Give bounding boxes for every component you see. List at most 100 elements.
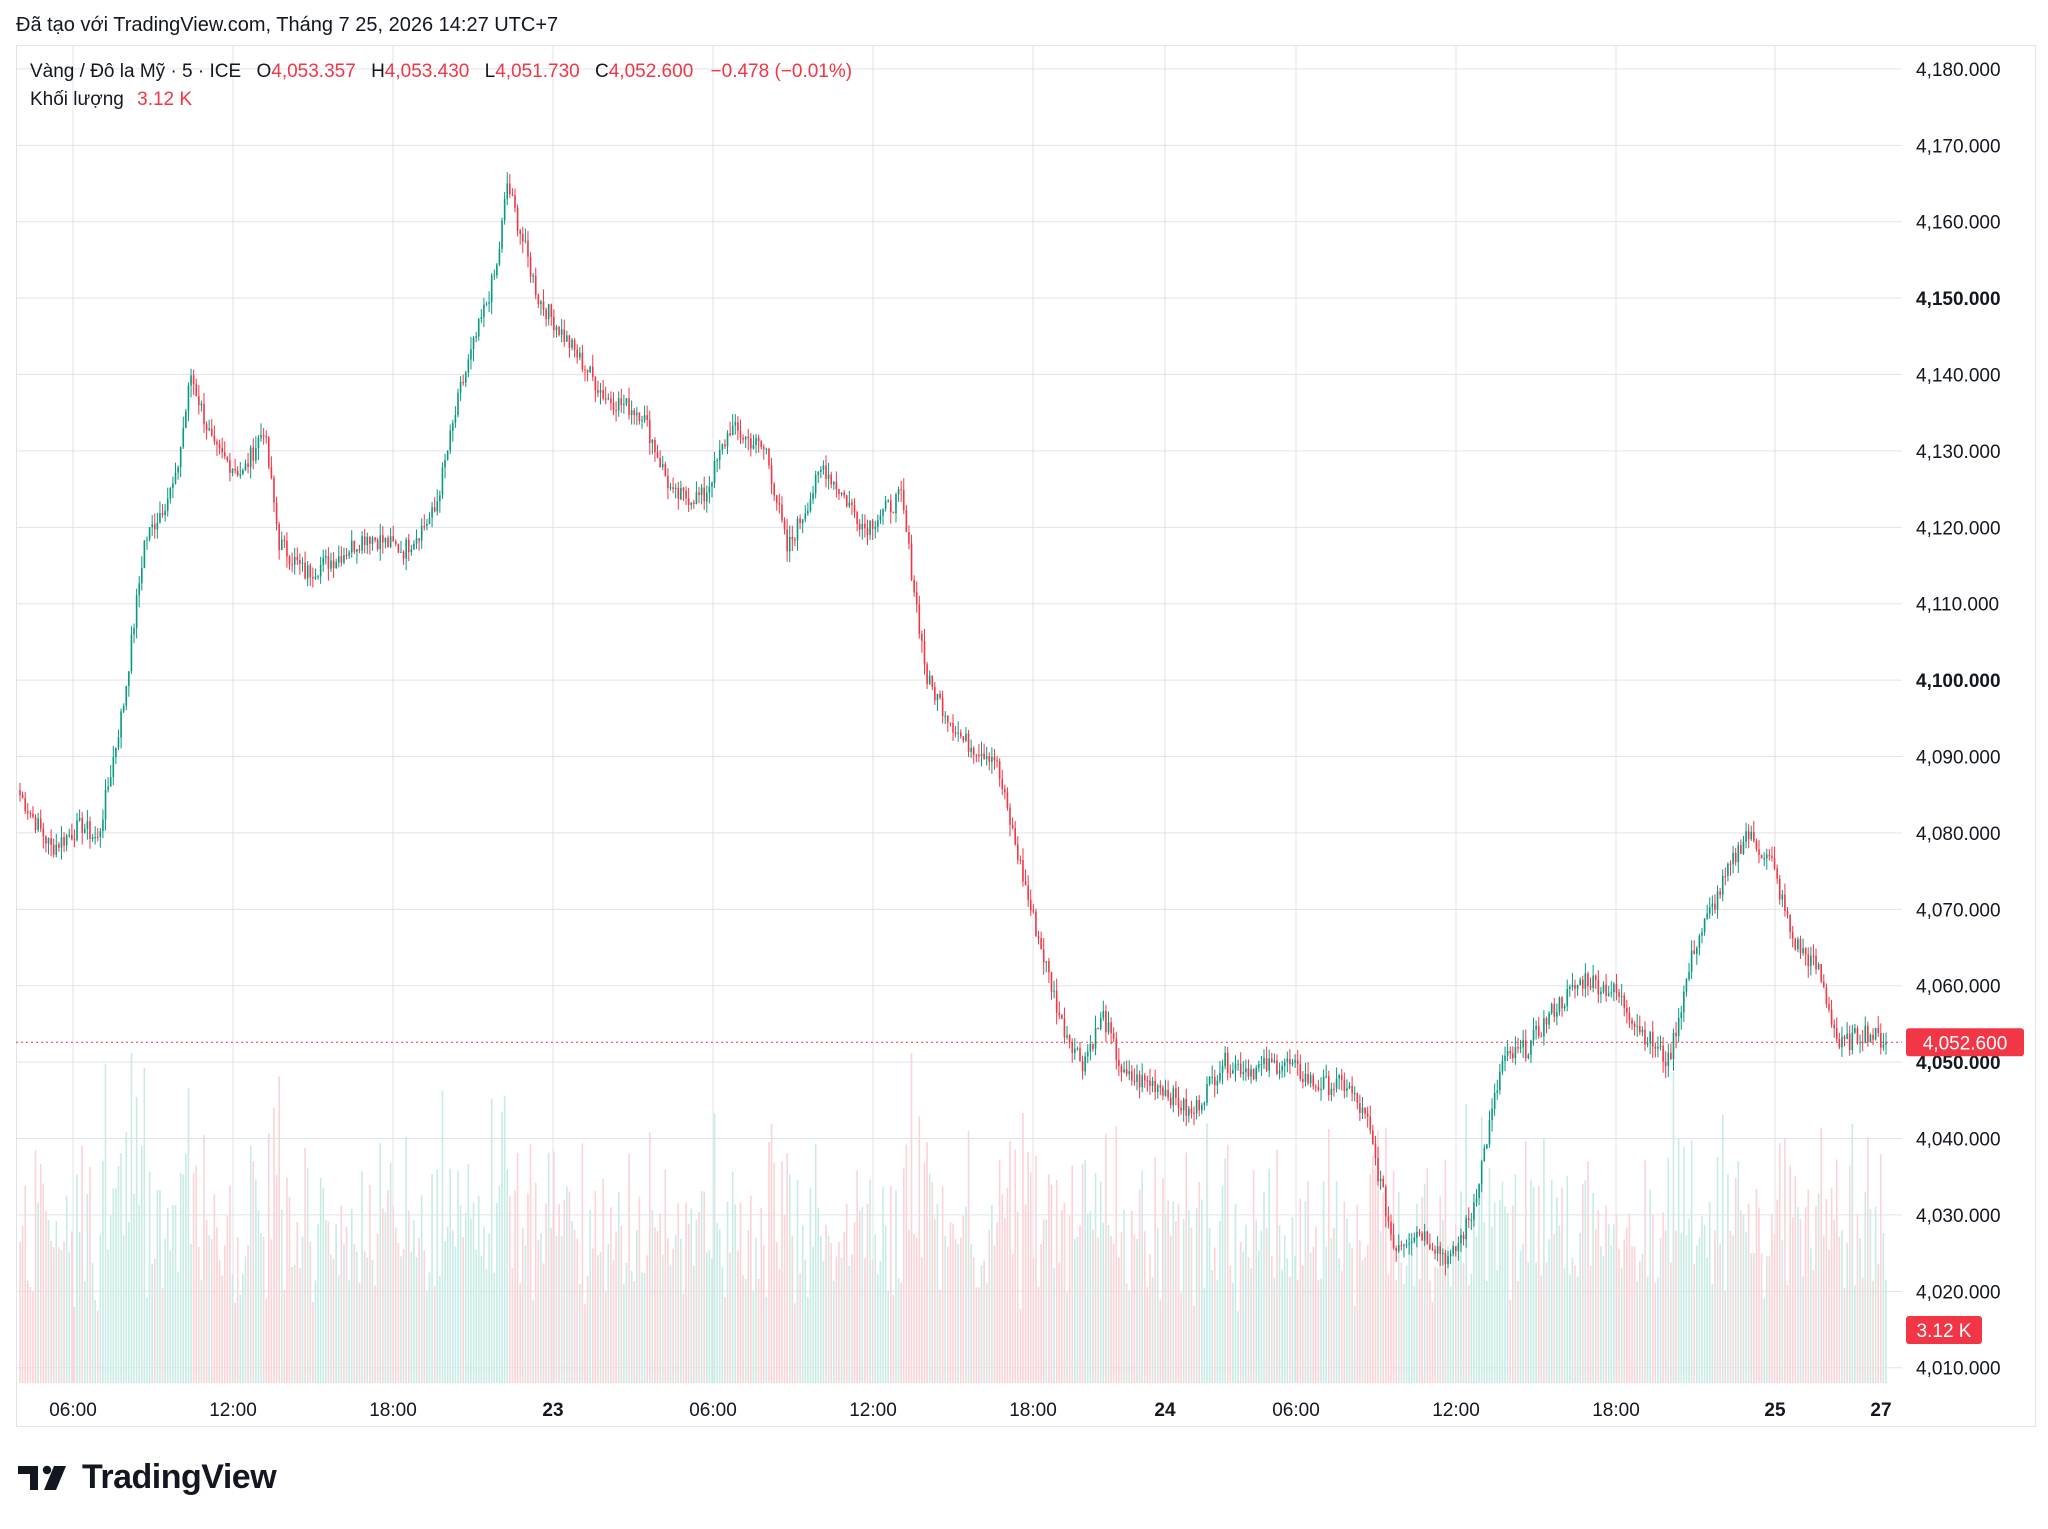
candle-body [208, 428, 210, 431]
volume-bar [1346, 1218, 1348, 1383]
candle-body [42, 828, 45, 837]
candle-body [514, 195, 516, 208]
candle-body [1366, 1113, 1369, 1117]
volume-bar [607, 1243, 610, 1383]
candle-body [985, 756, 988, 760]
volume-bar [1742, 1214, 1745, 1383]
volume-bar [47, 1219, 50, 1383]
candle-body [1522, 1040, 1524, 1048]
candle-body [1188, 1108, 1190, 1116]
candle-body [1491, 1108, 1493, 1121]
volume-bar [724, 1296, 726, 1383]
volume-bar [1872, 1280, 1874, 1383]
candle-body [1659, 1045, 1662, 1047]
volume-bar [1504, 1206, 1506, 1383]
symbol-label[interactable]: Vàng / Đô la Mỹ · 5 · ICE [30, 61, 242, 82]
candle-body [1698, 935, 1701, 949]
candle-body [348, 552, 350, 556]
volume-bar [1841, 1230, 1843, 1383]
volume-bar [1745, 1232, 1747, 1383]
candle-body [521, 233, 524, 242]
candle-body [1016, 844, 1019, 860]
volume-bar [382, 1208, 384, 1383]
candle-body [1434, 1249, 1436, 1254]
volume-bar [547, 1152, 550, 1383]
candle-body [94, 837, 96, 839]
candle-body [161, 513, 164, 516]
candle-body [524, 240, 527, 242]
volume-bar [1125, 1283, 1128, 1383]
volume-bar [853, 1222, 856, 1383]
candle-body [1776, 868, 1778, 879]
candle-body [1172, 1088, 1175, 1106]
volume-bar [1659, 1238, 1662, 1383]
candle-body [661, 464, 664, 468]
candle-body [1799, 939, 1802, 954]
candle-body [449, 430, 452, 451]
candle-body [384, 537, 387, 543]
tradingview-logo[interactable]: TradingView [18, 1458, 277, 1497]
volume-bar [970, 1243, 972, 1383]
candle-body [1550, 1004, 1553, 1014]
volume-bar [415, 1256, 418, 1383]
candle-body [695, 492, 698, 505]
candle-body [198, 396, 200, 406]
volume-bar [480, 1256, 483, 1383]
volume-bar [1317, 1280, 1320, 1383]
candle-body [796, 518, 799, 541]
candle-body [1247, 1068, 1250, 1077]
candle-body [768, 448, 770, 466]
candle-body [1807, 954, 1810, 967]
volume-bar [182, 1174, 185, 1383]
volume-bar [1522, 1244, 1524, 1383]
volume-label[interactable]: Khối lượng [30, 89, 124, 110]
candle-body [1343, 1079, 1346, 1091]
volume-bar [1447, 1246, 1449, 1383]
volume-bar [472, 1202, 475, 1383]
high-label: H [371, 61, 385, 82]
candle-body [45, 836, 47, 844]
candle-body [65, 835, 68, 846]
candle-body [1802, 948, 1804, 954]
volume-bar [45, 1211, 47, 1383]
volume-bar [337, 1275, 340, 1383]
volume-bar [1550, 1179, 1553, 1383]
candle-body [1563, 1006, 1566, 1009]
volume-bar [1364, 1257, 1366, 1383]
price-axis-label: 4,010.000 [1916, 1359, 2001, 1380]
candle-body [273, 477, 275, 503]
candle-body [1750, 831, 1753, 840]
candle-body [638, 412, 641, 421]
chart-frame[interactable] [16, 45, 2036, 1427]
candle-body [1820, 964, 1823, 982]
candle-body [58, 844, 60, 848]
candle-body [1086, 1051, 1089, 1057]
candle-body [804, 513, 807, 520]
volume-bar [431, 1174, 433, 1383]
volume-bar [1029, 1172, 1032, 1383]
candle-body [1504, 1055, 1506, 1061]
candle-body [1061, 1015, 1063, 1019]
volume-bar [620, 1225, 623, 1383]
candle-body [24, 797, 26, 812]
candle-body [477, 318, 480, 337]
volume-bar [573, 1229, 576, 1383]
time-axis-label: 27 [1870, 1400, 1891, 1421]
candle-body [1164, 1089, 1167, 1096]
candle-body [182, 428, 185, 448]
volume-bar [1009, 1140, 1011, 1383]
candle-body [1203, 1102, 1206, 1106]
volume-bar [1403, 1284, 1405, 1383]
candle-body [363, 536, 366, 546]
candle-body [1234, 1064, 1237, 1071]
candle-body [1693, 950, 1696, 955]
candle-body [1146, 1080, 1149, 1082]
candle-body [441, 467, 444, 496]
candle-body [1128, 1071, 1131, 1075]
price-chart[interactable]: 4,180.000 4,170.000 4,160.000 4,150.000 4,14… [0, 0, 2048, 1440]
volume-bar [623, 1283, 625, 1383]
volume-bar [511, 1268, 514, 1383]
candle-body [1600, 991, 1602, 995]
volume-bar [1696, 1245, 1698, 1383]
volume-bar [788, 1174, 791, 1383]
